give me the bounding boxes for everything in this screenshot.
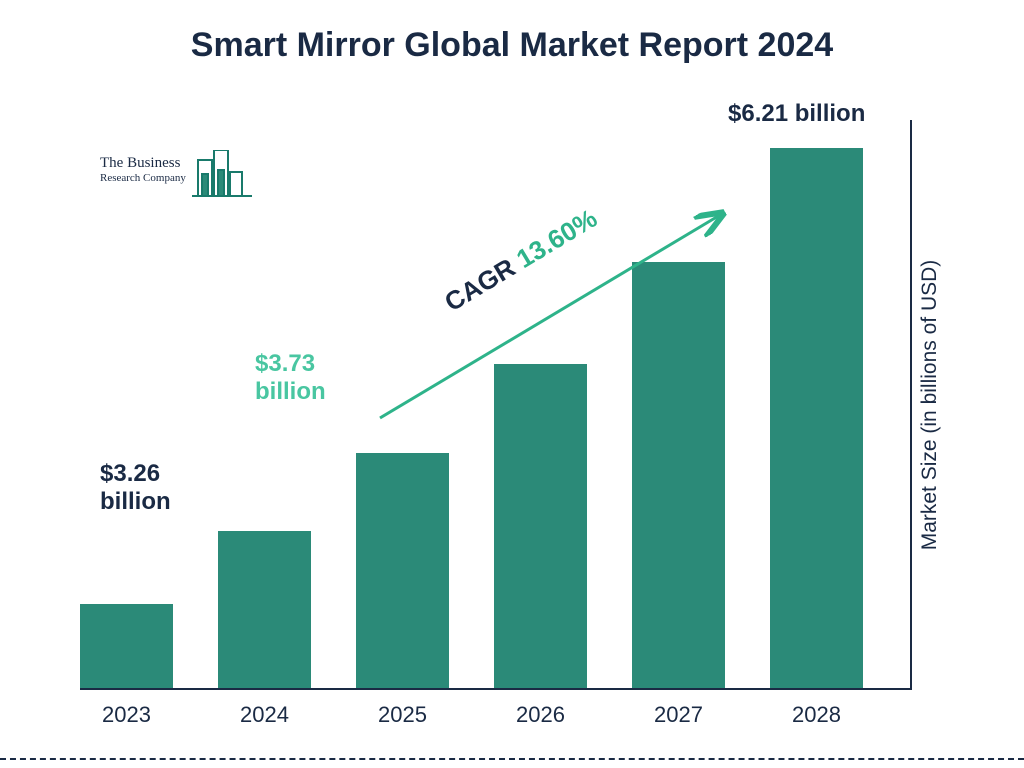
y-axis-label: Market Size (in billions of USD) bbox=[918, 225, 942, 585]
bar bbox=[218, 531, 311, 688]
x-tick-label: 2027 bbox=[612, 688, 745, 728]
bar-value-label: $6.21 billion bbox=[728, 100, 865, 128]
bar-value-label: $3.73billion bbox=[255, 350, 326, 405]
bars-group: 202320242025202620272028 bbox=[80, 118, 910, 688]
x-tick-label: 2026 bbox=[474, 688, 607, 728]
chart-plot-area: Market Size (in billions of USD) 2023202… bbox=[80, 120, 910, 690]
x-tick-label: 2024 bbox=[198, 688, 331, 728]
bar bbox=[494, 364, 587, 688]
y-axis-line bbox=[910, 120, 912, 690]
footer-separator bbox=[0, 758, 1024, 760]
x-tick-label: 2028 bbox=[750, 688, 883, 728]
bar bbox=[356, 453, 449, 688]
bar bbox=[80, 604, 173, 688]
chart-title: Smart Mirror Global Market Report 2024 bbox=[0, 26, 1024, 65]
bar-value-label: $3.26billion bbox=[100, 460, 171, 515]
bar bbox=[770, 148, 863, 688]
chart-container: Smart Mirror Global Market Report 2024 T… bbox=[0, 0, 1024, 768]
bar bbox=[632, 262, 725, 688]
x-tick-label: 2023 bbox=[60, 688, 193, 728]
x-tick-label: 2025 bbox=[336, 688, 469, 728]
